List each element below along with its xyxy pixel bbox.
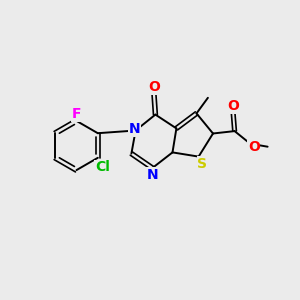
Text: N: N: [147, 168, 159, 182]
Text: Cl: Cl: [95, 160, 110, 174]
Text: N: N: [128, 122, 140, 136]
Text: O: O: [148, 80, 160, 94]
Text: O: O: [227, 99, 239, 113]
Text: O: O: [248, 140, 260, 154]
Text: S: S: [197, 157, 207, 171]
Text: F: F: [72, 107, 81, 121]
